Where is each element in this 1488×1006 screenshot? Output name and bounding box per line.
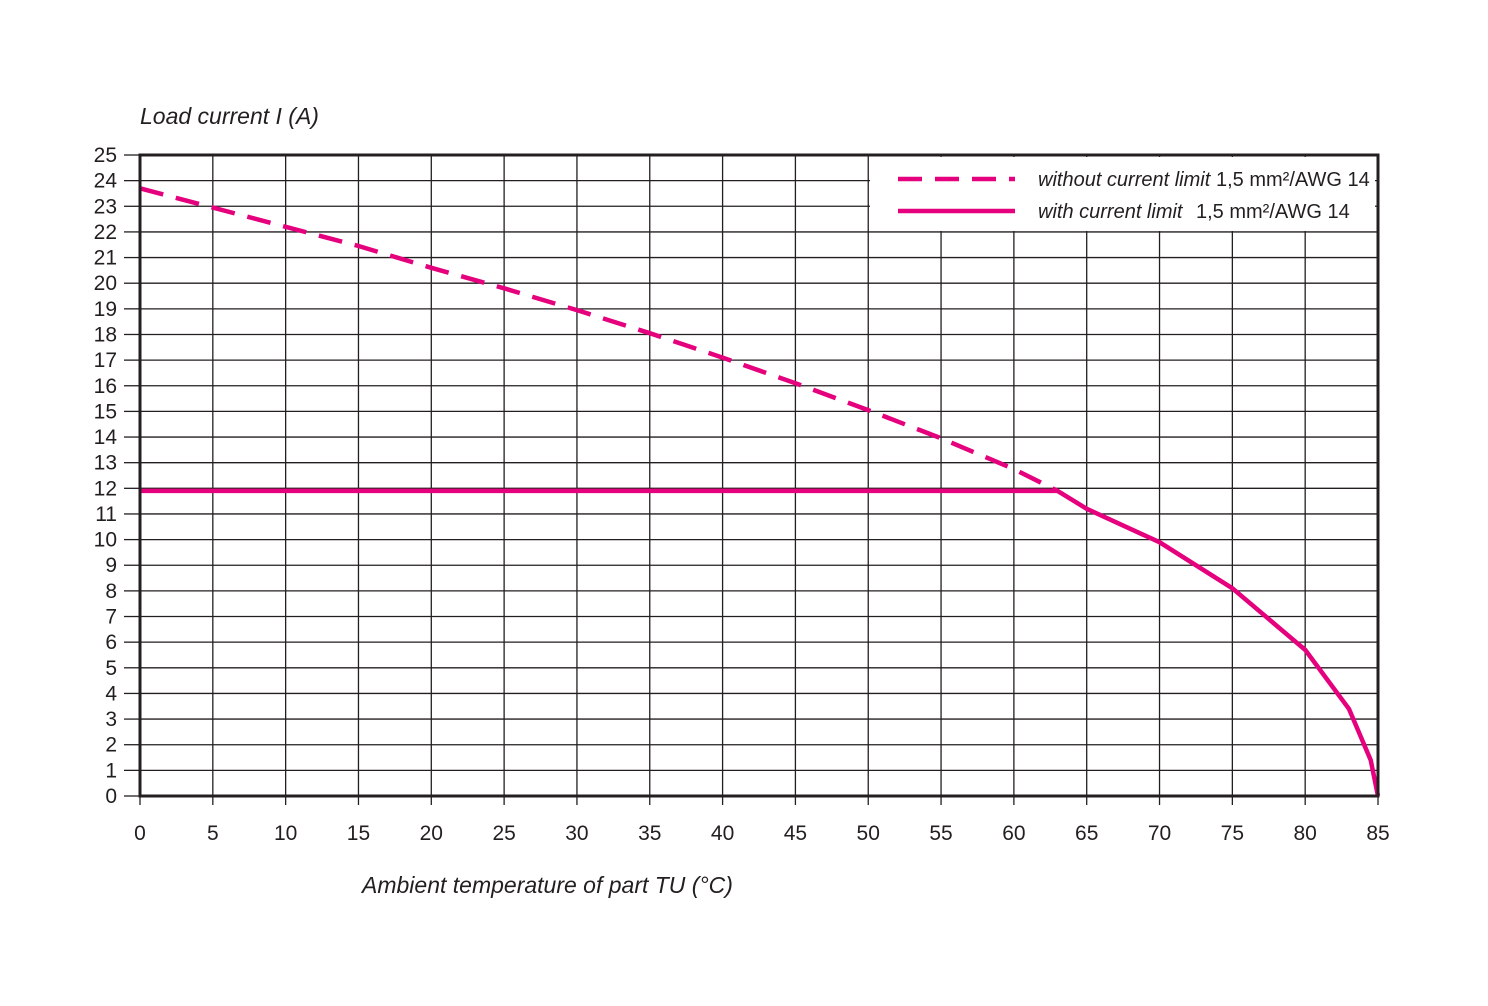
x-tick-label: 20	[420, 822, 443, 845]
x-tick-label: 30	[565, 822, 588, 845]
series-line-without-limit	[139, 186, 1059, 493]
x-tick-label: 45	[784, 822, 807, 845]
y-tick-label: 19	[94, 298, 117, 321]
x-tick-label: 10	[274, 822, 297, 845]
y-tick-label: 1	[105, 759, 117, 782]
plot-frame	[138, 153, 1380, 798]
y-tick-label: 17	[94, 349, 117, 372]
y-tick-label: 22	[94, 221, 117, 244]
x-tick-label: 65	[1075, 822, 1098, 845]
y-tick-label: 16	[94, 375, 117, 398]
grid	[139, 154, 1379, 797]
x-tick-label: 50	[857, 822, 880, 845]
x-tick-label: 55	[929, 822, 952, 845]
x-tick-label: 60	[1002, 822, 1025, 845]
y-tick-label: 21	[94, 247, 117, 270]
legend-spec-without-limit: 1,5 mm²/AWG 14	[1216, 169, 1370, 191]
y-axis-title: Load current I (A)	[140, 103, 319, 129]
y-tick-label: 8	[105, 580, 117, 603]
legend-label-without-limit: without current limit	[1038, 169, 1212, 191]
y-tick-label: 23	[94, 195, 117, 218]
y-tick-label: 24	[94, 170, 118, 193]
y-tick-label: 4	[105, 682, 117, 705]
y-tick-label: 20	[94, 272, 117, 295]
series-layer	[139, 186, 1381, 797]
legend: without current limit 1,5 mm²/AWG 14 wit…	[870, 157, 1375, 231]
x-tick-label: 0	[134, 822, 146, 845]
legend-box	[870, 157, 1375, 231]
y-tick-label: 5	[105, 657, 117, 680]
x-tick-label: 15	[347, 822, 370, 845]
y-tick-label: 6	[105, 631, 117, 654]
y-tick-label: 11	[95, 503, 117, 526]
y-tick-label: 9	[105, 554, 117, 577]
x-tick-label: 85	[1366, 822, 1389, 845]
y-tick-label: 25	[94, 144, 117, 167]
y-tick-label: 3	[105, 708, 117, 731]
plot-border	[138, 153, 1380, 798]
y-tick-label: 13	[94, 452, 117, 475]
x-tick-label: 40	[711, 822, 734, 845]
x-axis-title: Ambient temperature of part TU (°C)	[360, 872, 733, 898]
y-tick-label: 10	[94, 529, 117, 552]
legend-spec-with-limit: 1,5 mm²/AWG 14	[1196, 201, 1350, 223]
x-tick-label: 5	[207, 822, 219, 845]
y-tick-label: 14	[94, 426, 118, 449]
y-tick-label: 0	[105, 785, 117, 808]
y-tick-label: 18	[94, 323, 117, 346]
y-tick-labels: 0123456789101112131415161718192021222324…	[94, 144, 140, 808]
x-tick-label: 70	[1148, 822, 1171, 845]
legend-label-with-limit: with current limit	[1038, 201, 1184, 223]
x-tick-label: 25	[492, 822, 515, 845]
y-tick-label: 15	[94, 400, 117, 423]
series-line-with-limit	[140, 488, 1381, 797]
x-tick-label: 80	[1293, 822, 1316, 845]
y-tick-label: 2	[105, 734, 117, 757]
x-tick-label: 75	[1221, 822, 1244, 845]
x-tick-label: 35	[638, 822, 661, 845]
x-tick-labels: 0 5 10 15 20 25 30 35 40 45 50 55 60 65 70 75 80 85	[134, 796, 1390, 845]
y-tick-label: 12	[94, 477, 117, 500]
y-tick-label: 7	[105, 606, 117, 629]
